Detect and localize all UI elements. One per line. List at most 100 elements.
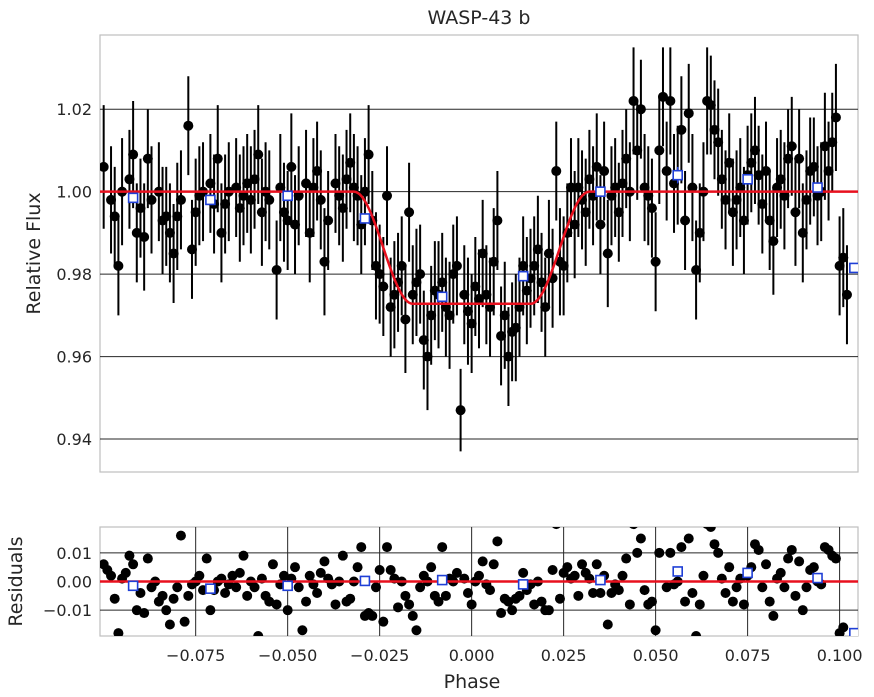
x-tick-label: −0.075 xyxy=(166,646,225,665)
data-point xyxy=(735,182,746,193)
data-point xyxy=(389,289,400,300)
residual-point xyxy=(407,610,418,621)
data-point xyxy=(680,215,691,226)
residual-point xyxy=(794,556,805,567)
binned-point xyxy=(849,262,858,274)
data-point xyxy=(830,112,841,123)
residual-point xyxy=(109,593,120,604)
data-point xyxy=(503,351,514,362)
data-point xyxy=(720,194,731,205)
data-point xyxy=(477,248,488,259)
light-curve-gridlines xyxy=(100,108,858,440)
data-point xyxy=(529,260,540,271)
data-point xyxy=(304,227,315,238)
data-point xyxy=(543,248,554,259)
light-curve-y-tick-label: 0.94 xyxy=(56,430,92,449)
residual-point xyxy=(426,562,437,573)
light-curve-y-tick-label: 1.00 xyxy=(56,183,92,202)
residual-point xyxy=(194,570,205,581)
data-point xyxy=(212,153,223,164)
residual-point xyxy=(352,562,363,573)
data-point xyxy=(595,219,606,230)
data-point xyxy=(518,260,529,271)
data-point xyxy=(293,190,304,201)
data-point xyxy=(775,174,786,185)
data-point xyxy=(676,124,687,135)
data-point xyxy=(128,149,139,160)
residual-point xyxy=(705,527,716,532)
data-point xyxy=(301,178,312,189)
data-point xyxy=(521,285,532,296)
residual-point xyxy=(496,608,507,619)
data-point xyxy=(713,137,724,148)
residual-point xyxy=(474,570,484,581)
data-point xyxy=(286,161,297,172)
residual-point xyxy=(727,596,738,607)
data-point xyxy=(183,120,194,131)
binned-residual-point xyxy=(672,566,683,577)
data-point xyxy=(190,207,201,218)
data-point xyxy=(312,166,323,177)
data-point xyxy=(231,182,242,193)
residual-point xyxy=(646,596,657,607)
data-point xyxy=(724,157,735,168)
residual-point xyxy=(720,587,731,598)
binned-point xyxy=(205,194,216,206)
data-point xyxy=(109,211,120,222)
residual-point xyxy=(808,562,819,573)
residual-point xyxy=(271,599,282,610)
residual-point xyxy=(462,587,473,598)
data-point xyxy=(448,269,459,280)
data-point xyxy=(753,170,764,181)
residual-point xyxy=(451,567,462,578)
data-point xyxy=(808,161,819,172)
x-tick-label: 0.000 xyxy=(449,646,495,665)
data-point xyxy=(757,199,768,210)
x-tick-label: 0.025 xyxy=(541,646,587,665)
data-point xyxy=(606,190,617,201)
binned-residual-point xyxy=(517,579,529,590)
residual-point xyxy=(768,610,779,621)
data-point xyxy=(264,194,275,205)
data-point xyxy=(385,302,396,313)
residual-point xyxy=(106,570,117,581)
residual-point xyxy=(554,593,565,604)
data-point xyxy=(444,310,455,321)
x-axis-label: Phase xyxy=(444,671,501,693)
data-point xyxy=(106,194,117,205)
x-tick-label: −0.050 xyxy=(258,646,317,665)
residual-point xyxy=(838,622,849,633)
data-point xyxy=(113,260,124,271)
residual-point xyxy=(801,582,812,593)
data-point xyxy=(370,260,381,271)
data-point xyxy=(650,256,661,267)
data-point xyxy=(632,145,643,156)
residual-point xyxy=(683,533,694,544)
residual-point xyxy=(632,547,643,558)
data-point xyxy=(591,161,602,172)
binned-residual-point xyxy=(359,575,371,587)
data-point xyxy=(455,405,466,416)
data-point xyxy=(341,174,352,185)
data-point xyxy=(411,277,422,288)
residual-point xyxy=(738,599,749,610)
residual-point xyxy=(713,547,724,558)
data-point xyxy=(470,281,481,292)
residual-point xyxy=(797,605,808,616)
residual-point xyxy=(629,527,638,530)
residual-point xyxy=(168,593,179,604)
residual-point xyxy=(577,559,588,570)
light-curve-y-tick-label: 1.02 xyxy=(56,100,92,119)
residual-point xyxy=(312,587,323,598)
residual-point xyxy=(220,587,231,598)
residual-point xyxy=(385,565,396,576)
residual-point xyxy=(830,553,841,564)
x-tick-label: 0.100 xyxy=(817,646,863,665)
data-point xyxy=(418,335,429,346)
data-point xyxy=(164,227,175,238)
x-tick-label: −0.025 xyxy=(350,646,409,665)
data-point xyxy=(382,190,393,201)
residuals-axis-label: Residuals xyxy=(5,536,27,626)
data-point xyxy=(797,227,808,238)
residual-point xyxy=(433,596,444,607)
